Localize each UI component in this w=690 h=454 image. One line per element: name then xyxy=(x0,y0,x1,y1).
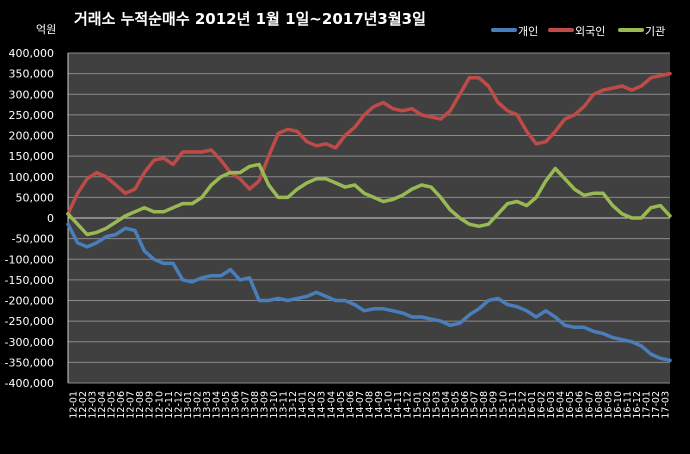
series-line-2 xyxy=(66,71,672,216)
x-tick-label: 12-06 xyxy=(116,391,127,419)
x-tick-label: 16-01 xyxy=(527,391,538,419)
y-tick-label: 100,000 xyxy=(9,171,55,184)
x-tick-label: 14-02 xyxy=(307,391,318,419)
y-tick-label: -250,000 xyxy=(5,315,54,328)
x-tick-label: 16-05 xyxy=(565,391,576,419)
x-tick-label: 14-11 xyxy=(393,391,404,419)
x-tick-label: 13-02 xyxy=(193,391,204,419)
x-tick-label: 15-07 xyxy=(470,391,481,419)
y-tick-label: -150,000 xyxy=(5,274,54,287)
x-tick-label: 14-01 xyxy=(298,391,309,419)
y-tick-label: -200,000 xyxy=(5,295,54,308)
series-line-3 xyxy=(66,162,672,237)
x-tick-label: 13-11 xyxy=(279,391,290,419)
y-tick-label: 0 xyxy=(47,212,54,225)
y-tick-labels: 400,000 350,000 300,000 250,000 200,000 150,0… xyxy=(5,47,54,390)
x-tick-label: 13-09 xyxy=(259,391,270,419)
legend: 개인 외국인 기관 xyxy=(491,25,665,38)
y-tick-label: -300,000 xyxy=(5,336,54,349)
x-tick-label: 12-04 xyxy=(97,391,108,419)
y-tick-label: 250,000 xyxy=(9,109,55,122)
x-tick-label: 15-02 xyxy=(422,391,433,419)
legend-item-3: 기관 xyxy=(618,25,665,38)
x-tick-label: 13-07 xyxy=(240,391,251,419)
axes xyxy=(67,53,670,383)
x-tick-label: 13-12 xyxy=(288,391,299,419)
y-tick-label: 150,000 xyxy=(9,150,55,163)
x-tick-label: 15-05 xyxy=(451,391,462,419)
x-tick-label: 12-03 xyxy=(87,391,98,419)
x-tick-label: 16-06 xyxy=(575,391,586,419)
x-tick-label: 15-04 xyxy=(441,391,452,419)
y-tick-label: 400,000 xyxy=(9,47,55,60)
x-tick-label: 16-04 xyxy=(556,391,567,419)
series-lines xyxy=(66,71,672,363)
x-tick-labels: 12-0112-0212-0312-0412-0512-0612-0712-08… xyxy=(68,391,671,419)
x-tick-label: 12-12 xyxy=(173,391,184,419)
x-tick-label: 14-07 xyxy=(355,391,366,419)
x-tick-label: 17-02 xyxy=(651,391,662,419)
legend-label: 외국인 xyxy=(575,25,605,38)
x-tick-label: 12-08 xyxy=(135,391,146,419)
x-tick-label: 12-07 xyxy=(126,391,137,419)
x-tick-label: 16-07 xyxy=(584,391,595,419)
x-tick-label: 15-09 xyxy=(489,391,500,419)
x-tick-label: 12-10 xyxy=(154,391,165,419)
series-line-1 xyxy=(66,222,672,363)
x-tick-label: 14-10 xyxy=(384,391,395,419)
x-tick-label: 13-05 xyxy=(221,391,232,419)
x-tick-label: 15-01 xyxy=(412,391,423,419)
x-tick-label: 12-11 xyxy=(164,391,175,419)
x-tick-label: 16-10 xyxy=(613,391,624,419)
legend-item-2: 외국인 xyxy=(548,25,605,38)
x-tick-label: 16-12 xyxy=(632,391,643,419)
x-tick-label: 17-01 xyxy=(642,391,653,419)
legend-item-1: 개인 xyxy=(491,25,538,38)
x-tick-label: 16-11 xyxy=(623,391,634,419)
y-tick-label: 200,000 xyxy=(9,130,55,143)
x-tick-label: 14-03 xyxy=(317,391,328,419)
x-tick-label: 14-06 xyxy=(345,391,356,419)
x-tick-label: 13-03 xyxy=(202,391,213,419)
x-tick-label: 13-06 xyxy=(231,391,242,419)
x-tick-label: 16-02 xyxy=(537,391,548,419)
y-tick-label: 50,000 xyxy=(16,191,55,204)
x-tick-label: 12-05 xyxy=(107,391,118,419)
x-tick-label: 14-05 xyxy=(336,391,347,419)
chart-title: 거래소 누적순매수 2012년 1월 1일~2017년3월3일 xyxy=(74,10,426,28)
x-tick-label: 15-06 xyxy=(460,391,471,419)
legend-label: 개인 xyxy=(518,25,538,38)
y-tick-label: -400,000 xyxy=(5,377,54,390)
x-tick-label: 16-08 xyxy=(594,391,605,419)
y-tick-label: -100,000 xyxy=(5,253,54,266)
x-tick-label: 14-08 xyxy=(365,391,376,419)
x-tick-label: 15-03 xyxy=(431,391,442,419)
x-tick-label: 16-03 xyxy=(546,391,557,419)
y-tick-label: -350,000 xyxy=(5,356,54,369)
x-tick-label: 13-01 xyxy=(183,391,194,419)
x-tick-label: 14-09 xyxy=(374,391,385,419)
x-tick-label: 13-04 xyxy=(212,391,223,419)
x-tick-label: 12-02 xyxy=(78,391,89,419)
x-tick-label: 15-12 xyxy=(517,391,528,419)
x-tick-label: 15-10 xyxy=(498,391,509,419)
x-tick-label: 15-08 xyxy=(479,391,490,419)
legend-label: 기관 xyxy=(645,25,665,38)
x-tick-label: 15-11 xyxy=(508,391,519,419)
x-tick-label: 16-09 xyxy=(603,391,614,419)
x-tick-label: 12-09 xyxy=(145,391,156,419)
y-tick-label: -50,000 xyxy=(12,233,54,246)
y-tick-label: 300,000 xyxy=(9,88,55,101)
x-tick-label: 14-12 xyxy=(403,391,414,419)
x-tick-label: 17-03 xyxy=(661,391,672,419)
x-tick-label: 13-08 xyxy=(250,391,261,419)
x-tick-label: 14-04 xyxy=(326,391,337,419)
x-tick-label: 12-01 xyxy=(68,391,79,419)
y-axis-unit-label: 억원 xyxy=(36,23,56,36)
x-tick-label: 13-10 xyxy=(269,391,280,419)
y-tick-label: 350,000 xyxy=(9,68,55,81)
